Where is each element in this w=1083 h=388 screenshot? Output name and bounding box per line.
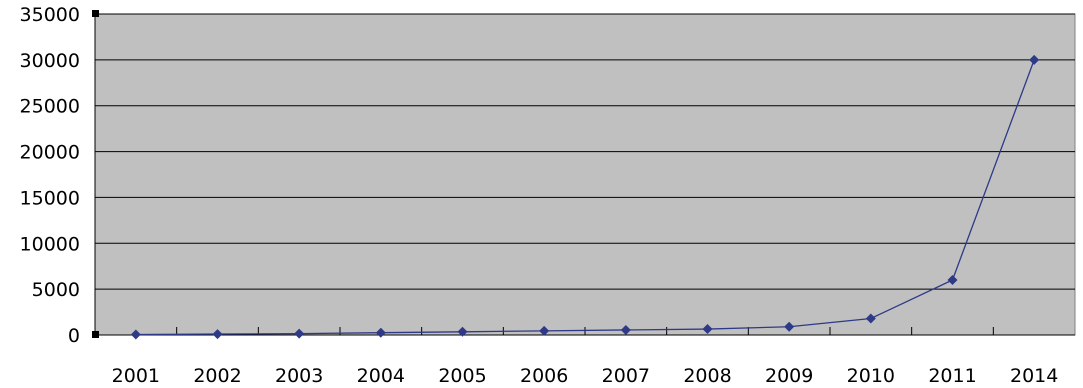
- plot-area-background: [94, 13, 1076, 336]
- series-line: [135, 59, 1035, 336]
- data-point-2004: [375, 327, 386, 338]
- data-point-2006: [539, 325, 550, 336]
- x-tick-label-2007: 2007: [602, 365, 650, 387]
- x-tick-label-2005: 2005: [438, 365, 486, 387]
- y-axis-tick-labels: 0 5000 10000 15000 20000 25000 30000 35000: [20, 4, 80, 347]
- data-point-2001: [130, 329, 141, 340]
- data-point-2009: [784, 321, 795, 332]
- data-point-2011: [947, 274, 958, 285]
- x-tick-label-2010: 2010: [847, 365, 895, 387]
- data-point-2005: [457, 326, 468, 337]
- y-tick-label-5000: 5000: [32, 279, 80, 301]
- x-tick-label-2011: 2011: [928, 365, 976, 387]
- axis-handle-top: [92, 10, 99, 17]
- gridlines: [95, 13, 1075, 290]
- data-point-2014: [1029, 54, 1040, 65]
- x-tick-label-2014: 2014: [1010, 365, 1058, 387]
- series-group: [130, 54, 1040, 340]
- data-point-2007: [620, 324, 631, 335]
- x-tick-label-2008: 2008: [683, 365, 731, 387]
- y-tick-label-20000: 20000: [20, 142, 80, 164]
- y-tick-label-0: 0: [68, 325, 80, 347]
- x-tick-label-2003: 2003: [275, 365, 323, 387]
- y-tick-label-35000: 35000: [20, 4, 80, 26]
- y-tick-label-25000: 25000: [20, 96, 80, 118]
- data-point-2010: [865, 313, 876, 324]
- y-tick-label-30000: 30000: [20, 50, 80, 72]
- x-axis-tick-labels: 2001 2002 2003 2004 2005 2006 2007 2008 2009 2010…: [112, 365, 1059, 387]
- x-tick-label-2002: 2002: [193, 365, 241, 387]
- y-tick-label-15000: 15000: [20, 187, 80, 209]
- data-point-2008: [702, 324, 713, 335]
- axis-handle-bottom: [92, 331, 99, 338]
- x-tick-label-2009: 2009: [765, 365, 813, 387]
- x-tick-label-2001: 2001: [112, 365, 160, 387]
- data-point-2003: [294, 328, 305, 339]
- x-tick-label-2004: 2004: [357, 365, 405, 387]
- data-point-2002: [212, 329, 223, 340]
- y-tick-label-10000: 10000: [20, 233, 80, 255]
- x-tick-label-2006: 2006: [520, 365, 568, 387]
